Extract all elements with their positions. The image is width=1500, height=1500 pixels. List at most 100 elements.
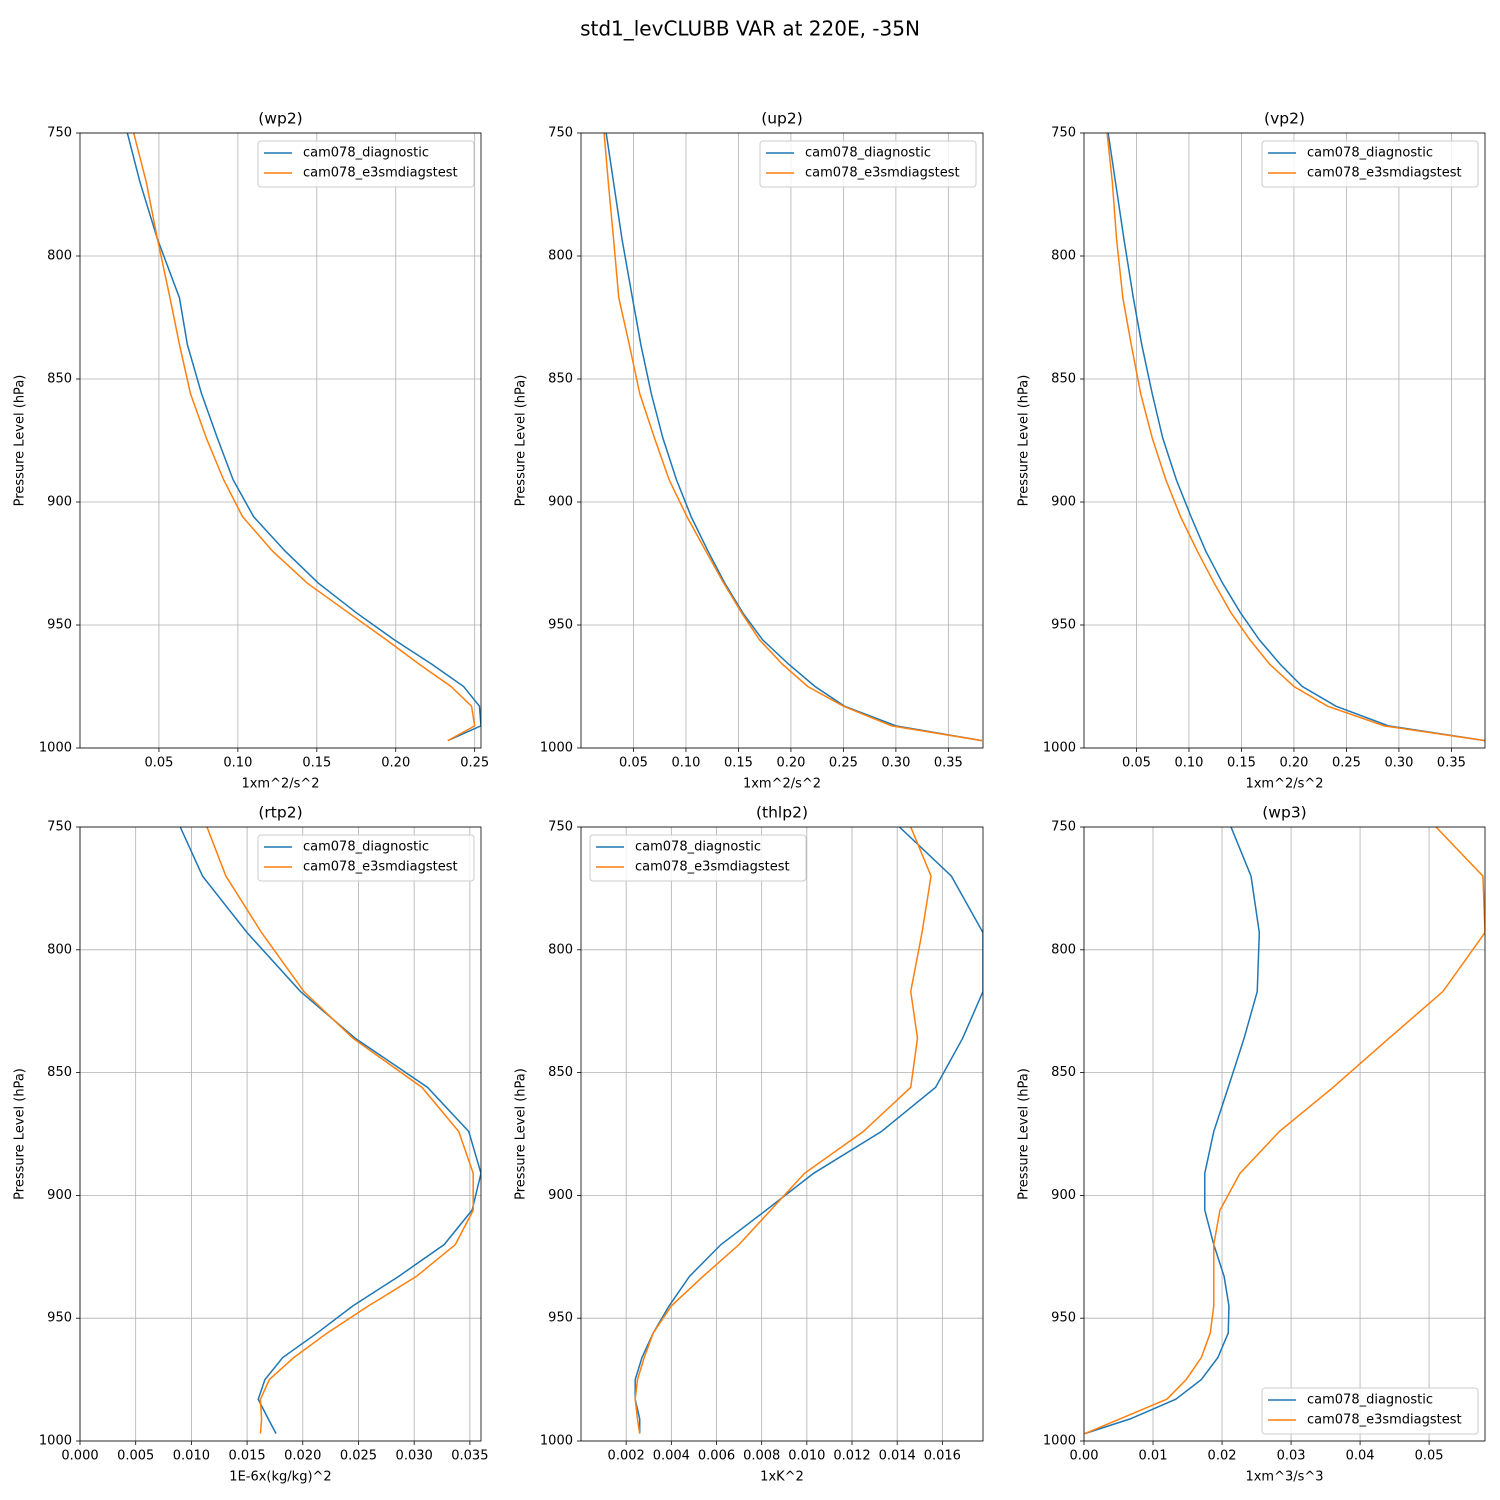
plot-frame	[580, 132, 984, 749]
y-tick-label: 1000	[1043, 1434, 1076, 1449]
x-tick-label: 0.016	[924, 1449, 961, 1464]
y-tick-label: 950	[548, 1311, 573, 1326]
y-tick-label: 800	[47, 942, 72, 957]
plot-frame	[79, 132, 482, 749]
data-line	[605, 133, 983, 742]
y-tick-label: 750	[47, 126, 72, 141]
plot-frame	[1083, 826, 1486, 1442]
y-tick-label: 950	[47, 618, 72, 633]
y-axis-label: Pressure Level (hPa)	[514, 375, 529, 507]
legend: cam078_diagnostic cam078_e3smdiagstest	[589, 834, 807, 882]
legend-label: cam078_e3smdiagstest	[1307, 1413, 1462, 1428]
x-tick-label: 0.15	[1227, 756, 1256, 771]
legend-label: cam078_diagnostic	[303, 146, 429, 161]
x-tick-label: 0.02	[1208, 1449, 1237, 1464]
y-tick-label: 900	[548, 1188, 573, 1203]
x-axis-label: 1E-6x(kg/kg)^2	[229, 1470, 331, 1485]
data-line	[1084, 827, 1261, 1435]
legend: cam078_diagnostic cam078_e3smdiagstest	[1261, 1387, 1479, 1435]
x-tick-label: 0.15	[302, 756, 331, 771]
plot-frame	[79, 826, 482, 1442]
y-axis-label: Pressure Level (hPa)	[13, 1068, 28, 1200]
plot-frame	[580, 826, 984, 1442]
x-tick-label: 0.20	[381, 756, 410, 771]
x-axis-label: 1xm^2/s^2	[743, 777, 821, 792]
x-tick-label: 0.05	[1122, 756, 1151, 771]
y-tick-label: 900	[1051, 1188, 1076, 1203]
x-tick-label: 0.30	[1384, 756, 1413, 771]
data-line	[634, 827, 983, 1434]
panel: (wp3) 1xm^3/s^3 Pressure Level (hPa) 0.00 0.…	[1017, 804, 1486, 1485]
x-tick-label: 0.04	[1346, 1449, 1375, 1464]
x-tick-label: 0.00	[1070, 1449, 1099, 1464]
x-axis-label: 1xm^3/s^3	[1245, 1470, 1323, 1485]
y-tick-label: 950	[47, 1311, 72, 1326]
legend-box	[1261, 140, 1479, 188]
y-tick-label: 750	[548, 126, 573, 141]
panel-title: (wp2)	[258, 110, 302, 128]
data-line	[126, 133, 481, 742]
y-tick-label: 950	[1051, 618, 1076, 633]
legend-box	[759, 140, 977, 188]
y-tick-label: 1000	[540, 741, 573, 756]
y-tick-label: 850	[548, 372, 573, 387]
panel: (rtp2) 1E-6x(kg/kg)^2 Pressure Level (hPa)…	[13, 804, 489, 1485]
y-tick-label: 950	[548, 618, 573, 633]
x-tick-label: 0.035	[451, 1449, 488, 1464]
x-tick-label: 0.10	[1174, 756, 1203, 771]
x-tick-label: 0.05	[619, 756, 648, 771]
x-tick-label: 0.000	[61, 1449, 98, 1464]
panel: (up2) 1xm^2/s^2 Pressure Level (hPa) 0.05 0.…	[514, 110, 984, 792]
y-tick-label: 850	[47, 372, 72, 387]
data-line	[634, 827, 932, 1434]
figure-title: std1_levCLUBB VAR at 220E, -35N	[580, 17, 920, 41]
legend-label: cam078_diagnostic	[303, 840, 429, 855]
data-line	[132, 133, 476, 742]
y-tick-label: 750	[1051, 820, 1076, 835]
y-tick-label: 900	[47, 495, 72, 510]
legend: cam078_diagnostic cam078_e3smdiagstest	[257, 834, 475, 882]
data-line	[1084, 827, 1485, 1435]
legend-label: cam078_diagnostic	[1307, 146, 1433, 161]
legend-label: cam078_diagnostic	[635, 840, 761, 855]
x-tick-label: 0.35	[1437, 756, 1466, 771]
data-line	[1107, 133, 1485, 742]
x-axis-label: 1xK^2	[760, 1470, 804, 1485]
y-tick-label: 900	[1051, 495, 1076, 510]
x-tick-label: 0.25	[460, 756, 489, 771]
y-tick-label: 1000	[39, 1434, 72, 1449]
data-line	[1106, 133, 1485, 742]
y-tick-label: 900	[47, 1188, 72, 1203]
x-tick-label: 0.010	[173, 1449, 210, 1464]
x-tick-label: 0.30	[881, 756, 910, 771]
legend: cam078_diagnostic cam078_e3smdiagstest	[1261, 140, 1479, 188]
y-tick-label: 800	[548, 942, 573, 957]
x-tick-label: 0.03	[1277, 1449, 1306, 1464]
x-tick-label: 0.012	[833, 1449, 870, 1464]
y-axis-label: Pressure Level (hPa)	[1017, 375, 1032, 507]
y-tick-label: 850	[548, 1065, 573, 1080]
x-tick-label: 0.01	[1139, 1449, 1168, 1464]
x-tick-label: 0.10	[223, 756, 252, 771]
y-tick-label: 1000	[540, 1434, 573, 1449]
x-tick-label: 0.006	[698, 1449, 735, 1464]
y-tick-label: 850	[1051, 1065, 1076, 1080]
legend-box	[589, 834, 807, 882]
legend-label: cam078_e3smdiagstest	[635, 860, 790, 875]
y-axis-label: Pressure Level (hPa)	[1017, 1068, 1032, 1200]
x-axis-label: 1xm^2/s^2	[241, 777, 319, 792]
y-axis-label: Pressure Level (hPa)	[13, 375, 28, 507]
data-line	[603, 133, 983, 742]
data-line	[179, 827, 481, 1434]
x-tick-label: 0.002	[608, 1449, 645, 1464]
x-tick-label: 0.20	[776, 756, 805, 771]
legend-label: cam078_e3smdiagstest	[303, 166, 458, 181]
y-tick-label: 850	[1051, 372, 1076, 387]
x-tick-label: 0.15	[724, 756, 753, 771]
panel: (thlp2) 1xK^2 Pressure Level (hPa) 0.002 0.0…	[514, 804, 984, 1485]
y-tick-label: 750	[548, 820, 573, 835]
x-tick-label: 0.05	[1415, 1449, 1444, 1464]
x-tick-label: 0.20	[1279, 756, 1308, 771]
panel: (wp2) 1xm^2/s^2 Pressure Level (hPa) 0.05 0.…	[13, 110, 490, 792]
legend-label: cam078_e3smdiagstest	[1307, 166, 1462, 181]
